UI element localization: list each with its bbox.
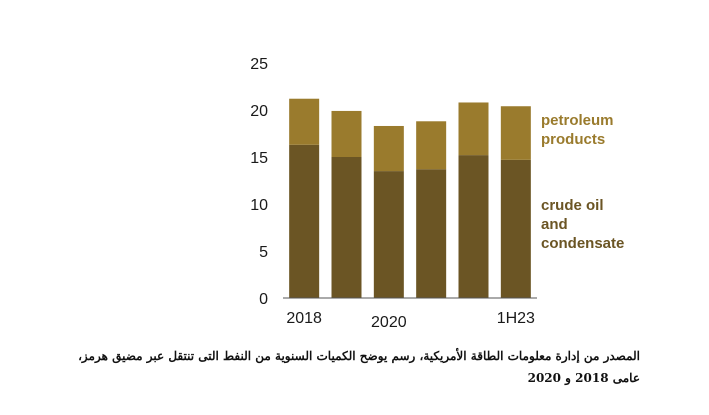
legend-label-1-line-1: and — [541, 216, 568, 233]
legend-label-0-line-0: petroleum — [541, 112, 614, 129]
legend-label-1-line-0: crude oil — [541, 197, 604, 214]
legend-label-0-line-1: products — [541, 131, 605, 148]
bar-2021-series-1 — [416, 121, 447, 170]
bars — [289, 98, 531, 298]
bar-1H23-series-0 — [500, 159, 531, 298]
bar-2020-series-1 — [373, 125, 404, 172]
y-tick-label-3: 15 — [250, 150, 268, 167]
legend-label-1-line-2: condensate — [541, 235, 624, 252]
y-tick-label-0: 0 — [259, 291, 268, 308]
x-tick-label-1H23: 1H23 — [497, 310, 535, 327]
y-axis: 0 5 10 15 20 25 — [250, 56, 268, 308]
y-tick-label-4: 20 — [250, 103, 268, 120]
x-tick-label-2018: 2018 — [286, 310, 322, 327]
x-axis: 2018 2020 1H23 — [286, 310, 535, 331]
legend: petroleum products crude oil and condensate — [541, 112, 624, 252]
x-tick-label-2020: 2020 — [371, 314, 407, 331]
bar-2022-series-0 — [458, 155, 489, 298]
bar-1H23-series-1 — [500, 106, 531, 160]
y-tick-label-5: 25 — [250, 56, 268, 73]
bar-2018-series-0 — [289, 144, 320, 298]
bar-2022-series-1 — [458, 102, 489, 156]
bar-2020-series-0 — [373, 171, 404, 298]
stacked-bar-chart: 0 5 10 15 20 25 2018 2020 1H23 petroleum product… — [250, 56, 624, 331]
bar-2019-series-0 — [331, 157, 362, 298]
bar-2019-series-1 — [331, 110, 362, 157]
bar-2018-series-1 — [289, 98, 320, 145]
bar-2021-series-0 — [416, 169, 447, 298]
y-tick-label-1: 5 — [259, 244, 268, 261]
caption: المصدر من إدارة معلومات الطاقة الأمريكية… — [78, 349, 640, 385]
y-tick-label-2: 10 — [250, 197, 268, 214]
